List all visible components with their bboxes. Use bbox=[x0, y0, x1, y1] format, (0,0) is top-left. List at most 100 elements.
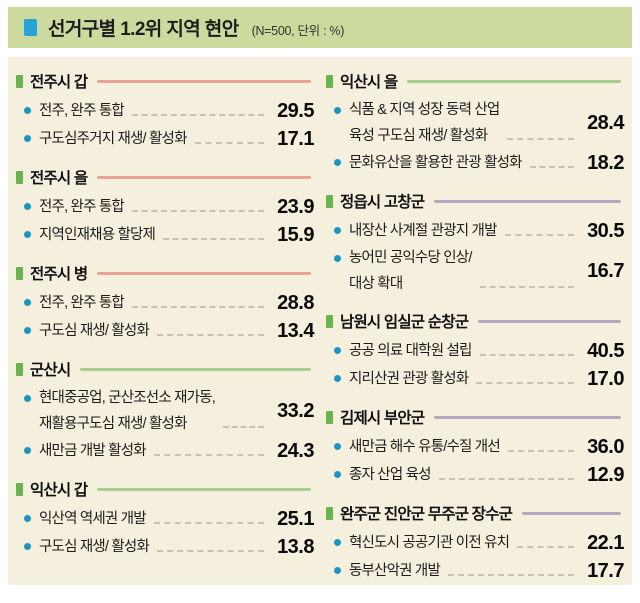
issue-label: 전주, 완주 통합 bbox=[39, 295, 125, 311]
issue-label: 종자 산업 육성 bbox=[349, 467, 432, 483]
issue-row: 구도심 재생/ 활성화 13.4 bbox=[16, 317, 315, 345]
dotted-leader bbox=[448, 574, 574, 576]
issue-label: 혁신도시 공공기관 이전 유치 bbox=[349, 535, 510, 551]
bullet-dot-icon bbox=[24, 231, 31, 238]
district-name: 전주시 갑 bbox=[30, 74, 88, 91]
district-name: 완주군 진안군 무주군 장수군 bbox=[340, 506, 513, 523]
issue-value: 28.4 bbox=[587, 111, 624, 134]
issue-label: 구도심주거지 재생/ 활성화 bbox=[39, 131, 187, 147]
district-header: 정읍시 고창군 bbox=[326, 188, 624, 214]
district-name: 익산시 을 bbox=[340, 74, 398, 91]
district-rule-line bbox=[80, 367, 311, 371]
bullet-dot-icon bbox=[24, 327, 31, 334]
dotted-leader bbox=[131, 114, 264, 116]
district-name: 남원시 임실군 순창군 bbox=[340, 314, 469, 331]
issue-value: 29.5 bbox=[277, 99, 314, 122]
dotted-leader bbox=[504, 234, 574, 236]
issue-row: 종자 산업 육성 12.9 bbox=[326, 461, 625, 489]
bullet-dot-icon bbox=[24, 299, 31, 306]
bullet-dot-icon bbox=[24, 203, 31, 210]
district-section: 정읍시 고창군 내장산 사계절 관광지 개발 30.5 농어민 공익수당 인상/… bbox=[326, 188, 625, 297]
district-name: 전주시 병 bbox=[30, 266, 88, 283]
district-header: 남원시 임실군 순창군 bbox=[326, 308, 624, 334]
issue-label: 동부산악권 개발 bbox=[349, 563, 441, 579]
bullet-dot-icon bbox=[24, 107, 31, 114]
bullet-dot-icon bbox=[334, 347, 341, 354]
issue-row: 지리산권 관광 활성화 17.0 bbox=[326, 365, 625, 393]
dotted-leader bbox=[479, 354, 574, 356]
issue-label: 구도심 재생/ 활성화 bbox=[39, 323, 150, 339]
page-title: 선거구별 1.2위 지역 현안 bbox=[48, 19, 239, 40]
dotted-leader bbox=[153, 522, 264, 524]
bullet-dot-icon bbox=[334, 227, 341, 234]
issue-row: 전주, 완주 통합 23.9 bbox=[16, 193, 315, 221]
district-section: 익산시 을 식품 & 지역 성장 동력 산업 육성 구도심 재생/ 활성화 28… bbox=[326, 68, 625, 177]
issue-value: 36.0 bbox=[587, 435, 624, 458]
issue-row: 지역인재채용 할당제 15.9 bbox=[16, 221, 315, 249]
issue-row: 동부산악권 개발 17.7 bbox=[326, 557, 625, 585]
district-name: 익산시 갑 bbox=[30, 482, 88, 499]
district-bullet-icon bbox=[326, 506, 333, 520]
district-rule-line bbox=[407, 79, 621, 83]
issue-label: 구도심 재생/ 활성화 bbox=[39, 539, 150, 555]
issue-value: 22.1 bbox=[587, 531, 624, 554]
district-header: 전주시 을 bbox=[16, 164, 314, 190]
issue-label: 식품 & 지역 성장 동력 산업 육성 구도심 재생/ 활성화 bbox=[349, 102, 500, 144]
district-bullet-icon bbox=[16, 362, 23, 376]
district-rule-line bbox=[478, 319, 621, 323]
issue-row: 혁신도시 공공기관 이전 유치 22.1 bbox=[326, 529, 625, 557]
issue-row: 익산역 역세권 개발 25.1 bbox=[16, 505, 315, 533]
issue-value: 30.5 bbox=[587, 219, 624, 242]
district-rule-line bbox=[434, 415, 621, 419]
dotted-leader bbox=[157, 334, 264, 336]
left-column: 전주시 갑 전주, 완주 통합 29.5 구도심주거지 재생/ 활성화 17.1… bbox=[16, 68, 315, 579]
district-header: 군산시 bbox=[16, 356, 314, 382]
dotted-leader bbox=[507, 138, 574, 140]
district-rule-line bbox=[97, 271, 311, 275]
issue-value: 13.8 bbox=[277, 535, 314, 558]
issue-row: 문화유산을 활용한 관광 활성화 18.2 bbox=[326, 149, 625, 177]
issue-row: 구도심주거지 재생/ 활성화 17.1 bbox=[16, 125, 315, 153]
issue-row: 농어민 공익수당 인상/ 대상 확대 16.7 bbox=[326, 245, 625, 297]
issue-value: 18.2 bbox=[587, 151, 624, 174]
district-name: 김제시 부안군 bbox=[340, 410, 425, 427]
issue-label: 새만금 해수 유통/수질 개선 bbox=[349, 439, 501, 455]
district-section: 남원시 임실군 순창군 공공 의료 대학원 설립 40.5 지리산권 관광 활성… bbox=[326, 308, 625, 393]
issue-value: 28.8 bbox=[277, 291, 314, 314]
issue-row: 새만금 해수 유통/수질 개선 36.0 bbox=[326, 433, 625, 461]
district-rule-line bbox=[522, 511, 621, 515]
issue-label: 농어민 공익수당 인상/ 대상 확대 bbox=[349, 250, 472, 292]
district-header: 익산시 갑 bbox=[16, 476, 314, 502]
dotted-leader bbox=[438, 478, 574, 480]
dotted-leader bbox=[222, 426, 264, 428]
district-section: 전주시 을 전주, 완주 통합 23.9 지역인재채용 할당제 15.9 bbox=[16, 164, 315, 249]
bullet-dot-icon bbox=[334, 159, 341, 166]
bullet-dot-icon bbox=[24, 447, 31, 454]
issue-label: 전주, 완주 통합 bbox=[39, 199, 125, 215]
bullet-dot-icon bbox=[334, 471, 341, 478]
issue-value: 17.7 bbox=[587, 559, 624, 582]
issue-label: 문화유산을 활용한 관광 활성화 bbox=[349, 155, 523, 171]
issue-row: 새만금 개발 활성화 24.3 bbox=[16, 437, 315, 465]
district-rule-line bbox=[97, 175, 311, 179]
district-bullet-icon bbox=[16, 482, 23, 496]
issue-label: 전주, 완주 통합 bbox=[39, 103, 125, 119]
district-header: 김제시 부안군 bbox=[326, 404, 624, 430]
dotted-leader bbox=[476, 382, 574, 384]
bullet-dot-icon bbox=[334, 539, 341, 546]
issue-value: 12.9 bbox=[587, 463, 624, 486]
dotted-leader bbox=[157, 550, 264, 552]
dotted-leader bbox=[507, 450, 574, 452]
bullet-dot-icon bbox=[24, 135, 31, 142]
issue-row: 전주, 완주 통합 28.8 bbox=[16, 289, 315, 317]
issue-value: 16.7 bbox=[587, 259, 624, 282]
issue-value: 13.4 bbox=[277, 319, 314, 342]
dotted-leader bbox=[529, 166, 574, 168]
issue-value: 40.5 bbox=[587, 339, 624, 362]
district-header: 전주시 병 bbox=[16, 260, 314, 286]
issue-value: 15.9 bbox=[277, 223, 314, 246]
district-section: 군산시 현대중공업, 군산조선소 재가동, 재활용구도심 재생/ 활성화 33.… bbox=[16, 356, 315, 465]
district-header: 익산시 을 bbox=[326, 68, 624, 94]
bullet-dot-icon bbox=[24, 543, 31, 550]
issue-label: 공공 의료 대학원 설립 bbox=[349, 343, 472, 359]
